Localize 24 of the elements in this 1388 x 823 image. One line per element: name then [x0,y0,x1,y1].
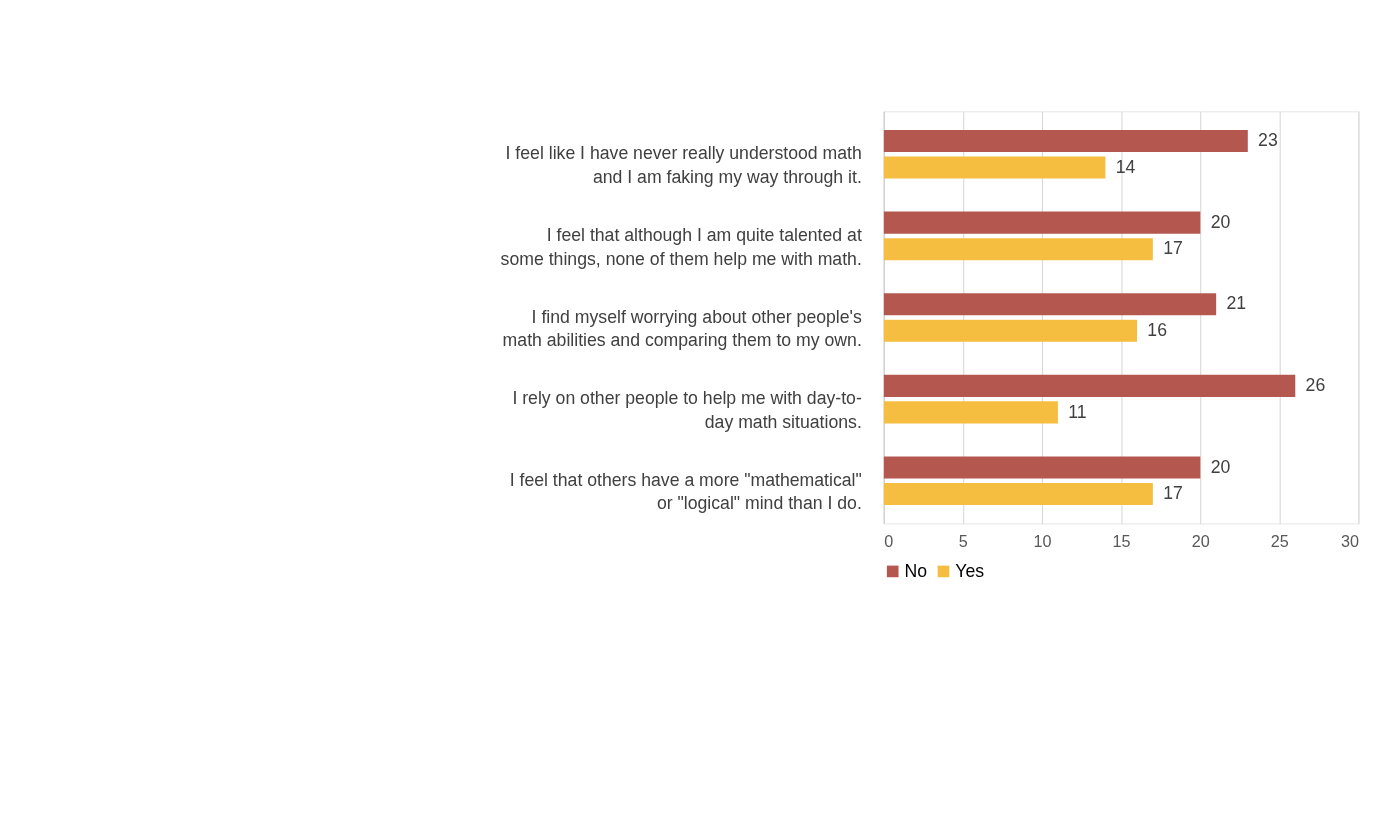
data-label: 23 [1258,130,1278,151]
data-label: 16 [1147,319,1168,340]
data-label: 20 [1210,211,1231,232]
x-tick-label: 25 [1270,531,1289,550]
data-label: 20 [1210,456,1231,477]
y-tick-label: I rely on other people to help me with day-to-day math situations. [512,388,862,432]
data-label: 21 [1226,293,1247,314]
data-label: 26 [1305,375,1326,396]
data-label: 14 [1115,156,1136,177]
x-tick-label: 30 [1340,531,1359,550]
legend-label: No [904,560,928,581]
x-tick-label: 10 [1033,531,1052,550]
y-tick-label: I find myself worrying about other people's math abilities and comparing them to my own. [502,306,862,351]
data-label: 17 [1163,483,1183,504]
y-tick-label: I feel that others have a more "mathematical" or "logical" mind than I do. [509,469,862,514]
x-tick-label: 5 [958,531,968,550]
x-tick-label: 20 [1191,531,1210,550]
x-tick-label: 15 [1112,531,1131,550]
y-tick-label: I feel that although I am quite talented at some things, none of them help me with math. [500,225,862,269]
data-label: 17 [1163,238,1183,259]
y-tick-label: I feel like I have never really understood math and I am faking my way through it. [505,143,862,188]
data-label: 11 [1068,401,1087,422]
legend-label: Yes [955,560,985,581]
x-tick-label: 0 [884,531,894,550]
